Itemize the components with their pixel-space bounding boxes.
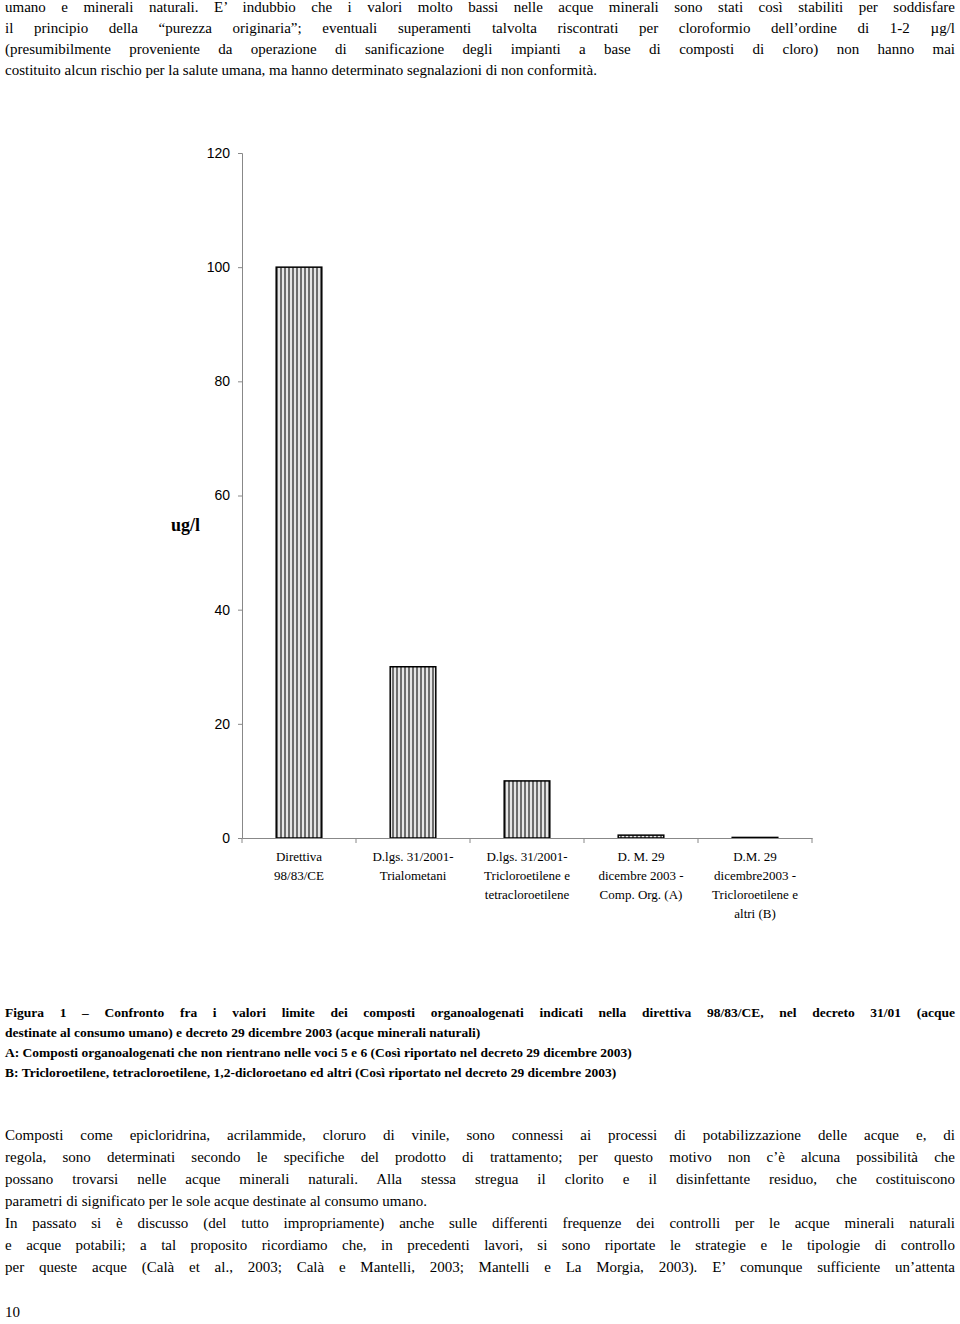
x-separator bbox=[470, 838, 471, 843]
y-tick-mark bbox=[238, 267, 242, 268]
bar bbox=[276, 267, 322, 838]
page-number: 10 bbox=[5, 1304, 20, 1321]
text-line: e acque potabili; a tal proposito ricord… bbox=[5, 1234, 955, 1256]
y-tick-mark bbox=[238, 724, 242, 725]
text-line: parametri di significato per le sole acq… bbox=[5, 1190, 955, 1212]
x-tick-label: D.M. 29dicembre2003 -Tricloroetilene eal… bbox=[712, 849, 798, 921]
text-line: regola, sono determinati secondo le spec… bbox=[5, 1146, 955, 1168]
y-tick-mark bbox=[238, 838, 242, 839]
y-tick-label: 0 bbox=[222, 830, 230, 846]
bars bbox=[276, 267, 778, 838]
y-tick-mark bbox=[238, 153, 242, 154]
bottom-text: Composti come epicloridrina, acrilammide… bbox=[5, 1124, 955, 1212]
x-tick-label: D.lgs. 31/2001-Tricloroetilene etetraclo… bbox=[484, 849, 570, 902]
bar bbox=[618, 835, 664, 838]
y-tick: 100 bbox=[207, 259, 242, 275]
y-axis-title: ug/l bbox=[171, 515, 200, 535]
figure: 0 20 40 60 80 100 120 ug/l Direttiva98/83/CE D.lg… bbox=[0, 0, 960, 1324]
y-tick: 20 bbox=[214, 716, 242, 732]
y-tick-label: 60 bbox=[214, 487, 230, 503]
y-axis-line bbox=[238, 154, 243, 839]
caption-line: A: Composti organoalogenati che non rien… bbox=[5, 1043, 955, 1063]
text-line: per queste acque (Calà et al., 2003; Cal… bbox=[5, 1256, 955, 1278]
caption-line: Figura 1 – Confronto fra i valori limite… bbox=[5, 1003, 955, 1023]
text-line: possano trovarsi nelle acque minerali na… bbox=[5, 1168, 955, 1190]
y-tick: 40 bbox=[214, 602, 242, 618]
y-tick: 80 bbox=[214, 373, 242, 389]
x-tick: D. M. 29dicembre 2003 -Comp. Org. (A) bbox=[598, 838, 683, 902]
x-separator bbox=[812, 838, 813, 843]
text-line: umano e minerali naturali. E’ indubbio c… bbox=[5, 0, 955, 18]
x-tick: D.M. 29dicembre2003 -Tricloroetilene eal… bbox=[712, 838, 798, 921]
y-axis: 0 20 40 60 80 100 120 bbox=[207, 145, 243, 846]
x-separators bbox=[242, 838, 812, 843]
text-line: Composti come epicloridrina, acrilammide… bbox=[5, 1124, 955, 1146]
bottom-text: In passato si è discusso (del tutto impr… bbox=[5, 1212, 955, 1278]
x-tick-label: D. M. 29dicembre 2003 -Comp. Org. (A) bbox=[598, 849, 683, 902]
y-tick-mark bbox=[238, 381, 242, 382]
caption-line: destinate al consumo umano) e decreto 29… bbox=[5, 1023, 955, 1043]
x-axis: Direttiva98/83/CE D.lgs. 31/2001-Trialome… bbox=[243, 838, 813, 921]
caption: Figura 1 – Confronto fra i valori limite… bbox=[5, 1003, 955, 1083]
y-tick-label: 20 bbox=[214, 716, 230, 732]
x-axis-line bbox=[243, 838, 813, 839]
y-tick-label: 120 bbox=[207, 145, 231, 161]
x-separator bbox=[584, 838, 585, 843]
y-tick-mark bbox=[238, 610, 242, 611]
text-line: In passato si è discusso (del tutto impr… bbox=[5, 1212, 955, 1234]
caption-line: B: Tricloroetilene, tetracloroetilene, 1… bbox=[5, 1063, 955, 1083]
x-separator bbox=[242, 838, 243, 843]
y-tick-mark bbox=[238, 496, 242, 497]
bar bbox=[732, 837, 778, 838]
x-separator bbox=[356, 838, 357, 843]
x-tick: D.lgs. 31/2001-Trialometani bbox=[372, 838, 453, 883]
y-tick-label: 100 bbox=[207, 259, 231, 275]
text-line: costituito alcun rischio per la salute u… bbox=[5, 60, 955, 81]
bar bbox=[504, 781, 550, 838]
x-separator bbox=[698, 838, 699, 843]
top-text: umano e minerali naturali. E’ indubbio c… bbox=[5, 0, 955, 81]
y-tick: 60 bbox=[214, 487, 242, 503]
bar bbox=[390, 667, 436, 838]
text-line: (presumibilmente proveniente da operazio… bbox=[5, 39, 955, 60]
y-tick: 0 bbox=[222, 830, 242, 846]
x-tick-label: D.lgs. 31/2001-Trialometani bbox=[372, 849, 453, 883]
y-tick: 120 bbox=[207, 145, 242, 161]
text-line: il principio della “purezza originaria”;… bbox=[5, 18, 955, 39]
x-tick-label: Direttiva98/83/CE bbox=[274, 849, 324, 883]
y-tick-label: 40 bbox=[214, 602, 230, 618]
x-tick: Direttiva98/83/CE bbox=[274, 838, 324, 883]
x-tick: D.lgs. 31/2001-Tricloroetilene etetraclo… bbox=[484, 838, 570, 902]
y-tick-label: 80 bbox=[214, 373, 230, 389]
